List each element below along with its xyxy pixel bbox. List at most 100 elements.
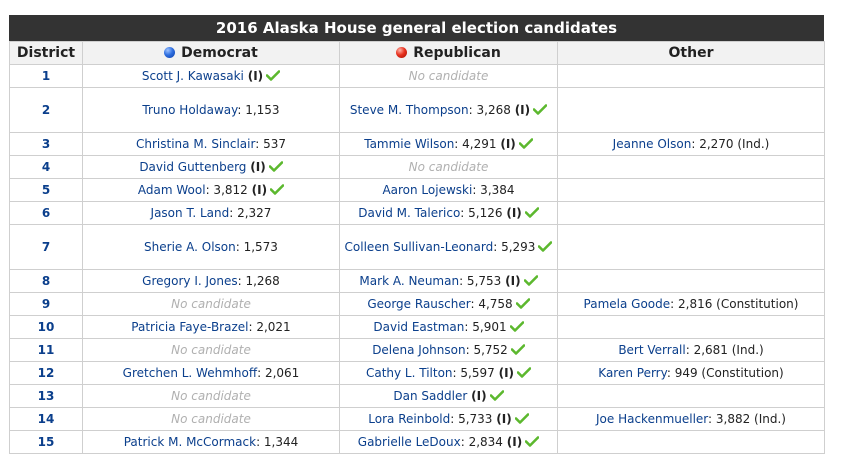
district-number[interactable]: 12	[9, 361, 83, 385]
candidate-link[interactable]: Karen Perry	[598, 366, 667, 380]
republican-header: Republican	[339, 41, 558, 65]
table-row: 10 Patricia Faye-Brazel: 2,021 David Eastm…	[9, 315, 825, 339]
district-number[interactable]: 13	[9, 384, 83, 408]
rep-cell: Gabrielle LeDoux: 2,834 (I)	[339, 430, 558, 454]
oth-cell: Karen Perry: 949 (Constitution)	[557, 361, 825, 385]
candidate-link[interactable]: Christina M. Sinclair	[136, 137, 256, 151]
table-row: 9 No candidate George Rauscher: 4,758 Pamel…	[9, 292, 825, 316]
candidate-link[interactable]: George Rauscher	[367, 297, 471, 311]
oth-cell	[557, 269, 825, 293]
candidate-link[interactable]: Truno Holdaway	[142, 103, 238, 117]
no-candidate-text: No candidate	[171, 389, 251, 403]
rep-cell: No candidate	[339, 64, 558, 88]
vote-count: : 5,733	[450, 412, 493, 426]
blue-circle-icon	[164, 47, 176, 58]
candidate-link[interactable]: Gregory I. Jones	[142, 274, 238, 288]
oth-cell	[557, 430, 825, 454]
oth-cell: Joe Hackenmueller: 3,882 (Ind.)	[557, 407, 825, 431]
candidate-link[interactable]: Tammie Wilson	[364, 137, 455, 151]
candidate-link[interactable]: Sherie A. Olson	[144, 240, 236, 254]
candidate-link[interactable]: Cathy L. Tilton	[365, 366, 453, 380]
vote-count: : 4,758	[470, 297, 513, 311]
table-row: 5 Adam Wool: 3,812 (I) Aaron Lojewski: 3,3…	[9, 178, 825, 202]
dem-cell: Gretchen L. Wehmhoff: 2,061	[82, 361, 340, 385]
district-number[interactable]: 9	[9, 292, 83, 316]
rep-cell: Lora Reinbold: 5,733 (I)	[339, 407, 558, 431]
candidate-link[interactable]: Steve M. Thompson	[349, 103, 469, 117]
candidate-link[interactable]: Adam Wool	[137, 183, 206, 197]
rep-cell: Mark A. Neuman: 5,753 (I)	[339, 269, 558, 293]
candidate-link[interactable]: Lora Reinbold	[368, 412, 451, 426]
check-icon	[518, 138, 534, 149]
candidate-link[interactable]: Jeanne Olson	[612, 137, 692, 151]
candidate-link[interactable]: Colleen Sullivan-Leonard	[344, 240, 494, 254]
district-number[interactable]: 5	[9, 178, 83, 202]
dem-cell: No candidate	[82, 384, 340, 408]
no-candidate-text: No candidate	[408, 160, 489, 174]
candidate-link[interactable]: David Guttenberg	[139, 160, 247, 174]
district-number[interactable]: 1	[9, 64, 83, 88]
district-number[interactable]: 2	[9, 87, 83, 133]
dem-cell: No candidate	[82, 407, 340, 431]
dem-cell: Truno Holdaway: 1,153	[82, 87, 340, 133]
district-number[interactable]: 8	[9, 269, 83, 293]
check-icon	[538, 241, 553, 252]
vote-count: : 1,153	[237, 103, 280, 117]
incumbent-marker: (I)	[496, 412, 512, 426]
dem-cell: Adam Wool: 3,812 (I)	[82, 178, 340, 202]
table-row: 7 Sherie A. Olson: 1,573 Colleen Sullivan-…	[9, 224, 825, 270]
dem-cell: No candidate	[82, 292, 340, 316]
district-number[interactable]: 6	[9, 201, 83, 225]
candidate-link[interactable]: Patricia Faye-Brazel	[131, 320, 249, 334]
incumbent-marker: (I)	[506, 435, 523, 449]
red-circle-icon	[396, 47, 408, 58]
table-title: 2016 Alaska House general election candi…	[9, 15, 824, 41]
rep-cell: David M. Talerico: 5,126 (I)	[339, 201, 558, 225]
candidate-link[interactable]: Pamela Goode	[583, 297, 671, 311]
democrat-header: Democrat	[82, 41, 340, 65]
candidate-link[interactable]: Mark A. Neuman	[359, 274, 460, 288]
oth-cell	[557, 201, 825, 225]
rep-cell: Steve M. Thompson: 3,268 (I)	[339, 87, 558, 133]
oth-cell	[557, 384, 825, 408]
candidate-link[interactable]: Gabrielle LeDoux	[357, 435, 461, 449]
table-row: 12 Gretchen L. Wehmhoff: 2,061 Cathy L. Ti…	[9, 361, 825, 385]
oth-cell	[557, 155, 825, 179]
vote-count: : 949 (Constitution)	[666, 366, 784, 380]
incumbent-marker: (I)	[250, 160, 266, 174]
district-header: District	[9, 41, 83, 65]
oth-cell	[557, 64, 825, 88]
table-row: 4 David Guttenberg (I) No candidate	[9, 155, 825, 179]
district-number[interactable]: 14	[9, 407, 83, 431]
candidate-link[interactable]: Joe Hackenmueller	[596, 412, 709, 426]
candidate-link[interactable]: Gretchen L. Wehmhoff	[122, 366, 258, 380]
candidates-table: District Democrat Republican Other 1 Scot…	[9, 41, 825, 454]
district-number[interactable]: 3	[9, 132, 83, 156]
incumbent-marker: (I)	[514, 103, 531, 117]
candidate-link[interactable]: Aaron Lojewski	[382, 183, 473, 197]
district-number[interactable]: 4	[9, 155, 83, 179]
rep-cell: Colleen Sullivan-Leonard: 5,293	[339, 224, 558, 270]
candidate-link[interactable]: David Eastman	[373, 320, 465, 334]
candidate-link[interactable]: Jason T. Land	[150, 206, 230, 220]
district-number[interactable]: 15	[9, 430, 83, 454]
vote-count: : 3,812	[205, 183, 248, 197]
candidate-link[interactable]: Patrick M. McCormack	[123, 435, 257, 449]
vote-count: : 5,597	[452, 366, 495, 380]
oth-cell	[557, 178, 825, 202]
rep-cell: Delena Johnson: 5,752	[339, 338, 558, 362]
candidate-link[interactable]: Scott J. Kawasaki	[141, 69, 244, 83]
vote-count: : 2,327	[229, 206, 272, 220]
vote-count: : 537	[255, 137, 286, 151]
candidate-link[interactable]: Dan Saddler	[393, 389, 468, 403]
district-number[interactable]: 10	[9, 315, 83, 339]
table-row: 8 Gregory I. Jones: 1,268 Mark A. Neuman: …	[9, 269, 825, 293]
candidate-link[interactable]: Bert Verrall	[618, 343, 686, 357]
republican-header-label: Republican	[413, 45, 501, 61]
democrat-header-label: Democrat	[181, 45, 258, 61]
candidate-link[interactable]: Delena Johnson	[372, 343, 466, 357]
district-number[interactable]: 7	[9, 224, 83, 270]
district-number[interactable]: 11	[9, 338, 83, 362]
candidate-link[interactable]: David M. Talerico	[358, 206, 461, 220]
vote-count: : 5,901	[464, 320, 507, 334]
